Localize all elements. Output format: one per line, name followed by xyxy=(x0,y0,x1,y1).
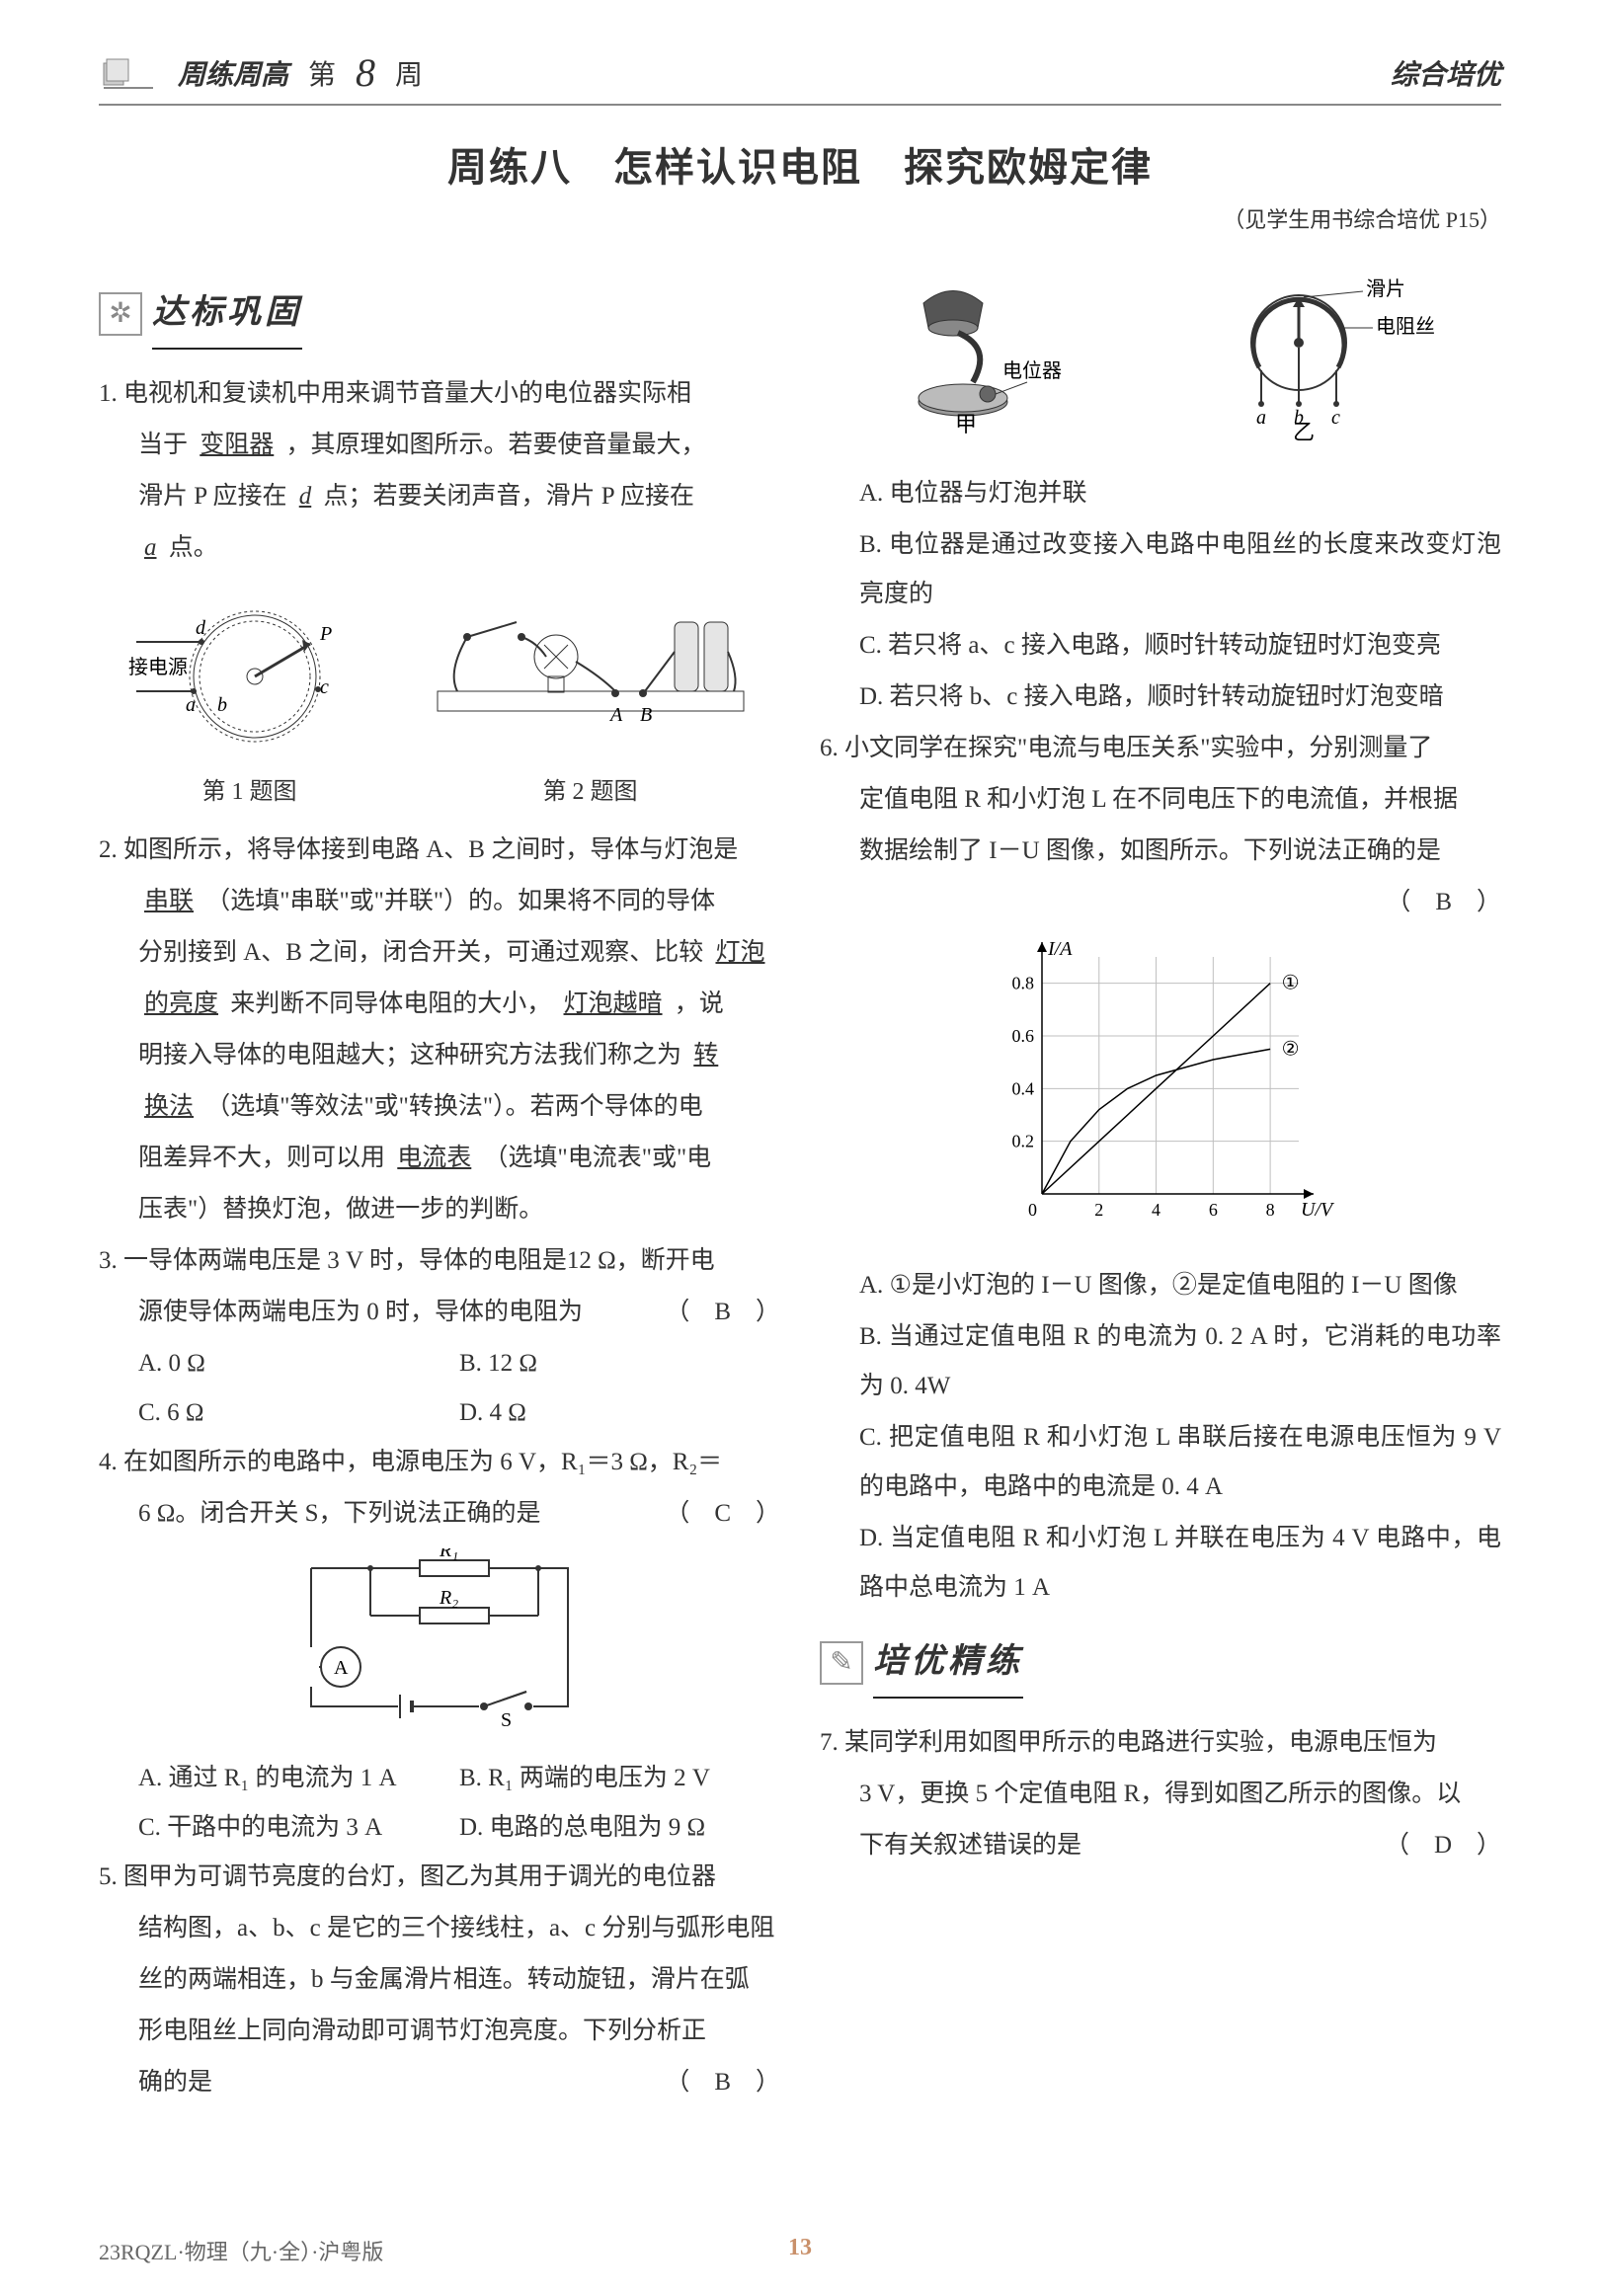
q1-blank2: d xyxy=(293,483,318,510)
svg-text:A: A xyxy=(334,1657,349,1679)
svg-text:R₁: R₁ xyxy=(439,1548,458,1561)
book-icon xyxy=(99,53,158,93)
footer-page: 13 xyxy=(788,2235,812,2261)
fig2-caption: 第 2 题图 xyxy=(428,768,754,816)
q6: 6. 小文同学在探究"电流与电压关系"实验中，分别测量了 xyxy=(820,724,1501,773)
q7-answer: （ D ） xyxy=(1385,1821,1501,1870)
fig1: d P c a b 接电源 第 1 题图 xyxy=(126,583,373,816)
unit-suffix: 周 xyxy=(395,53,423,93)
page-footer: 23RQZL·物理（九·全）·沪粤版 13 xyxy=(99,2235,1501,2266)
rocket-icon: ✎ xyxy=(820,1641,863,1685)
svg-text:B: B xyxy=(640,704,652,726)
fig-row-1-2: d P c a b 接电源 第 1 题图 xyxy=(99,583,780,816)
footer-left: 23RQZL·物理（九·全）·沪粤版 xyxy=(99,2235,383,2266)
section2-header: ✎ 培优精练 xyxy=(820,1627,1501,1699)
svg-text:I/A: I/A xyxy=(1047,938,1073,960)
svg-text:4: 4 xyxy=(1152,1200,1160,1220)
svg-text:a: a xyxy=(1256,407,1266,429)
svg-text:②: ② xyxy=(1282,1038,1300,1060)
header-right: 综合培优 xyxy=(1391,53,1501,93)
svg-text:滑片: 滑片 xyxy=(1366,277,1405,300)
q6-answer: （ B ） xyxy=(1386,878,1501,927)
fig1-a: a xyxy=(186,694,196,716)
svg-text:乙: 乙 xyxy=(1293,420,1315,441)
svg-text:S: S xyxy=(501,1709,512,1726)
q3-options: A. 0 Ω B. 12 Ω C. 6 Ω D. 4 Ω xyxy=(99,1339,780,1438)
fig-potentiometer: a b c 滑片 电阻丝 乙 xyxy=(1190,274,1437,459)
svg-text:电位器: 电位器 xyxy=(1002,359,1062,382)
svg-text:①: ① xyxy=(1282,973,1300,994)
unit-number: 8 xyxy=(356,49,375,96)
q4-circuit: R₁ R₂ A xyxy=(99,1548,780,1744)
svg-text:电阻丝: 电阻丝 xyxy=(1376,315,1435,338)
unit-prefix: 第 xyxy=(308,53,336,93)
fig1-source: 接电源 xyxy=(128,656,188,678)
q4-options: A. 通过 R₁ 的电流为 1 A B. R₁ 两端的电压为 2 V C. 干路… xyxy=(99,1754,780,1853)
q6-optD: D. 当定值电阻 R 和小灯泡 L 并联在电压为 4 V 电路中，电路中总电流为… xyxy=(820,1514,1501,1613)
q6-optA: A. ①是小灯泡的 I－U 图像，②是定值电阻的 I－U 图像 xyxy=(820,1261,1501,1310)
left-column: ✲ 达标巩固 1. 电视机和复读机中用来调节音量大小的电位器实际相 当于 变阻器… xyxy=(99,264,780,2109)
q5-optA: A. 电位器与灯泡并联 xyxy=(820,469,1501,518)
q5-optB: B. 电位器是通过改变接入电路中电阻丝的长度来改变灯泡亮度的 xyxy=(820,520,1501,619)
fig2: A B 第 2 题图 xyxy=(428,583,754,816)
right-column: 电位器 甲 xyxy=(820,264,1501,2109)
fig1-caption: 第 1 题图 xyxy=(126,768,373,816)
svg-text:8: 8 xyxy=(1266,1200,1275,1220)
q5-optD: D. 若只将 b、c 接入电路，顺时针转动旋钮时灯泡变暗 xyxy=(820,673,1501,722)
section1-title: 达标巩固 xyxy=(152,278,302,350)
series-name: 周练周高 xyxy=(178,53,288,93)
q5-answer: （ B ） xyxy=(665,2058,780,2107)
svg-text:0.2: 0.2 xyxy=(1012,1132,1035,1151)
svg-text:c: c xyxy=(1331,407,1340,429)
svg-text:0.8: 0.8 xyxy=(1012,974,1035,993)
svg-text:U/V: U/V xyxy=(1301,1199,1335,1221)
q3: 3. 一导体两端电压是 3 V 时，导体的电阻是12 Ω，断开电 xyxy=(99,1236,780,1286)
q6-optB: B. 当通过定值电阻 R 的电流为 0. 2 A 时，它消耗的电功率为 0. 4… xyxy=(820,1312,1501,1411)
svg-text:甲: 甲 xyxy=(955,412,977,436)
q1-line1: 1. 电视机和复读机中用来调节音量大小的电位器实际相 xyxy=(99,380,691,407)
q2: 2. 如图所示，将导体接到电路 A、B 之间时，导体与灯泡是 xyxy=(99,826,780,875)
q1-blank1: 变阻器 xyxy=(194,432,280,458)
svg-text:0.4: 0.4 xyxy=(1012,1078,1035,1098)
section1-header: ✲ 达标巩固 xyxy=(99,278,780,350)
fig1-c: c xyxy=(320,676,329,698)
page-subtitle: （见学生用书综合培优 P15） xyxy=(99,202,1501,234)
q1: 1. 电视机和复读机中用来调节音量大小的电位器实际相 xyxy=(99,369,780,419)
q5: 5. 图甲为可调节亮度的台灯，图乙为其用于调光的电位器 xyxy=(99,1853,780,1902)
fig1-b: b xyxy=(217,694,227,716)
q3-answer: （ B ） xyxy=(665,1288,780,1337)
fig1-P: P xyxy=(319,623,332,645)
q7: 7. 某同学利用如图甲所示的电路进行实验，电源电压恒为 xyxy=(820,1718,1501,1768)
gear-icon: ✲ xyxy=(99,292,142,336)
q6-chart: 2 4 6 8 0.2 0.4 0.6 0.8 0 U/V I/A ① ② xyxy=(820,937,1501,1251)
svg-text:6: 6 xyxy=(1209,1200,1218,1220)
svg-text:0: 0 xyxy=(1028,1200,1037,1220)
page-header: 周练周高 第 8 周 综合培优 xyxy=(99,49,1501,106)
section2-title: 培优精练 xyxy=(873,1627,1023,1699)
q1-blank3: a xyxy=(138,534,163,561)
content-columns: ✲ 达标巩固 1. 电视机和复读机中用来调节音量大小的电位器实际相 当于 变阻器… xyxy=(99,264,1501,2109)
svg-text:2: 2 xyxy=(1094,1200,1103,1220)
svg-text:A: A xyxy=(608,704,623,726)
q5-optC: C. 若只将 a、c 接入电路，顺时针转动旋钮时灯泡变亮 xyxy=(820,621,1501,671)
svg-text:0.6: 0.6 xyxy=(1012,1026,1035,1046)
svg-text:R₂: R₂ xyxy=(439,1587,458,1609)
fig-row-q5: 电位器 甲 xyxy=(820,274,1501,459)
fig-lamp: 电位器 甲 xyxy=(884,274,1062,459)
fig1-d: d xyxy=(196,617,206,639)
page-title: 周练八 怎样认识电阻 探究欧姆定律 xyxy=(99,135,1501,193)
q4: 4. 在如图所示的电路中，电源电压为 6 V，R₁＝3 Ω，R₂＝ xyxy=(99,1438,780,1487)
q6-optC: C. 把定值电阻 R 和小灯泡 L 串联后接在电源电压恒为 9 V 的电路中，电… xyxy=(820,1413,1501,1512)
header-left: 周练周高 第 8 周 xyxy=(99,49,423,96)
q4-answer: （ C ） xyxy=(665,1489,780,1539)
